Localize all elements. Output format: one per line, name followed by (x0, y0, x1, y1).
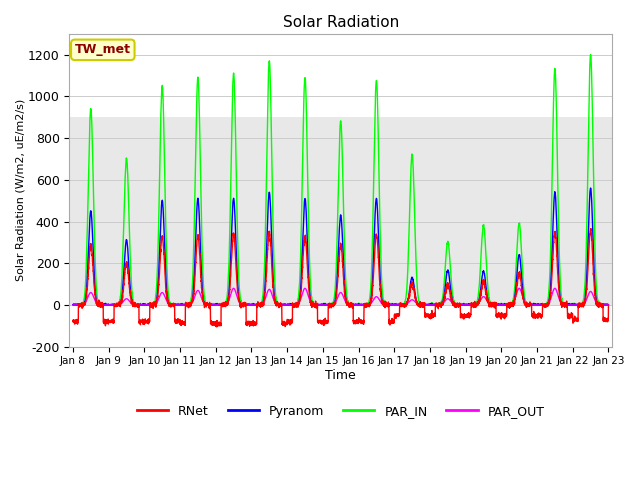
PAR_OUT (321, 302, 328, 308)
Pyranom (69, 302, 77, 308)
PAR_OUT (604, 302, 612, 308)
RNet (461, 312, 468, 318)
PAR_IN (69, 302, 77, 308)
PAR_IN (461, 302, 468, 308)
Pyranom (323, 302, 330, 308)
RNet (213, 324, 221, 330)
PAR_OUT (426, 302, 434, 308)
PAR_IN (491, 302, 499, 308)
PAR_IN (431, 301, 439, 307)
Pyranom (604, 302, 612, 308)
PAR_OUT (491, 302, 499, 308)
PAR_OUT (461, 302, 468, 308)
Legend: RNet, Pyranom, PAR_IN, PAR_OUT: RNet, Pyranom, PAR_IN, PAR_OUT (132, 400, 550, 423)
RNet (165, 302, 173, 308)
PAR_OUT (431, 302, 439, 308)
Line: PAR_OUT: PAR_OUT (73, 288, 609, 305)
PAR_IN (605, 302, 612, 308)
PAR_IN (165, 297, 173, 303)
PAR_IN (587, 52, 595, 58)
Pyranom (587, 185, 595, 191)
PAR_OUT (69, 302, 77, 308)
Line: RNet: RNet (73, 228, 609, 327)
Line: PAR_IN: PAR_IN (73, 55, 609, 305)
Pyranom (321, 302, 328, 308)
RNet (431, 313, 439, 319)
PAR_IN (321, 302, 328, 308)
Text: TW_met: TW_met (75, 43, 131, 56)
PAR_OUT (605, 302, 612, 308)
RNet (604, 315, 612, 321)
Y-axis label: Solar Radiation (W/m2, uE/m2/s): Solar Radiation (W/m2, uE/m2/s) (15, 99, 25, 281)
RNet (321, 318, 328, 324)
RNet (605, 302, 612, 308)
PAR_IN (323, 302, 330, 308)
Pyranom (165, 301, 173, 307)
Title: Solar Radiation: Solar Radiation (283, 15, 399, 30)
RNet (69, 318, 77, 324)
Pyranom (491, 302, 499, 308)
PAR_OUT (165, 301, 173, 307)
RNet (587, 226, 595, 231)
Line: Pyranom: Pyranom (73, 188, 609, 305)
RNet (491, 301, 499, 307)
X-axis label: Time: Time (325, 369, 356, 382)
Pyranom (461, 302, 468, 308)
Bar (69, 117, 612, 305)
PAR_OUT (551, 286, 559, 291)
Pyranom (431, 302, 439, 308)
PAR_IN (604, 301, 612, 307)
Pyranom (605, 302, 612, 308)
